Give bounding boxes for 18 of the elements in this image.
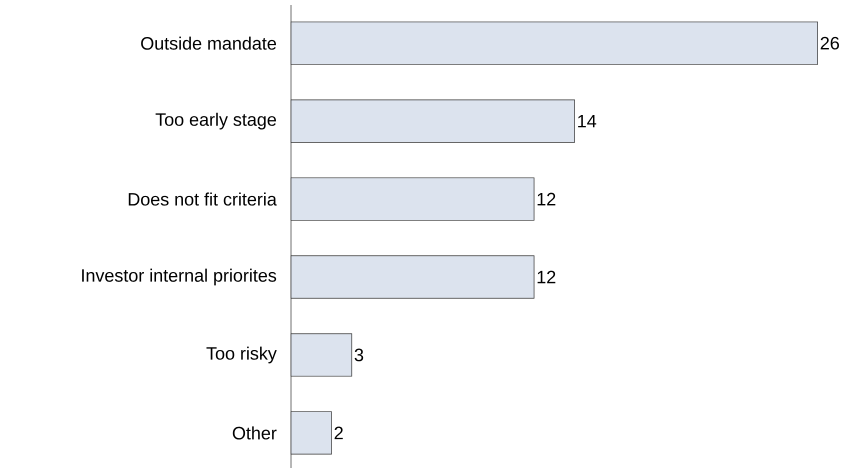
y-tick-label: Does not fit criteria [128,192,277,206]
y-tick-label: Other [232,426,277,440]
data-label: 12 [538,192,556,206]
y-tick-label: Too early stage [156,112,276,130]
data-label: 26 [820,36,839,50]
y-tick-label: Investor internal priorites [82,268,276,286]
bar [290,177,534,221]
bar [290,100,575,143]
y-tick-label: Too risky [206,346,277,364]
data-label: 14 [578,114,596,128]
bar [290,411,332,454]
data-label: 3 [354,348,364,362]
data-label: 2 [334,426,343,440]
y-tick-label: Outside mandate [141,36,276,50]
bar [290,333,352,377]
data-label: 12 [538,270,556,284]
bar [290,22,818,65]
bar [290,255,534,299]
